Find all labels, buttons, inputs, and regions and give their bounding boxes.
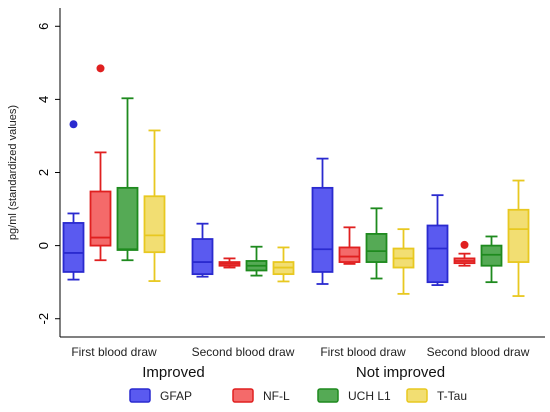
y-tick-label: 4 <box>36 96 51 103</box>
y-tick-label: -2 <box>36 313 51 325</box>
box-gfap <box>426 194 449 286</box>
axes: -2 0 2 4 6 pg/ml (standardized values) <box>7 8 545 338</box>
draw-label: First blood draw <box>320 345 406 359</box>
legend: GFAP NF-L UCH L1 T-Tau <box>129 388 467 403</box>
iqr-box <box>191 238 214 276</box>
box-nf-l <box>338 226 361 265</box>
box-gfap <box>62 120 85 281</box>
iqr-box <box>143 195 166 254</box>
iqr-box <box>89 190 112 247</box>
legend-swatch <box>129 388 151 403</box>
legend-swatch <box>232 388 254 403</box>
draw-label: Second blood draw <box>192 345 295 359</box>
iqr-box <box>507 208 530 263</box>
box-t-tau <box>143 129 166 282</box>
box-nf-l <box>218 257 241 269</box>
group-label: Improved <box>142 364 205 381</box>
box-uch-l1 <box>480 235 503 284</box>
legend-item: NF-L <box>232 388 290 403</box>
box-t-tau <box>507 179 530 297</box>
category-labels: First blood draw Second blood draw Improve… <box>71 345 529 381</box>
legend-swatch <box>317 388 339 403</box>
outlier-point <box>460 240 469 249</box>
draw-label: First blood draw <box>71 345 157 359</box>
legend-item: GFAP <box>129 388 192 403</box>
iqr-box <box>62 222 85 273</box>
legend-item: T-Tau <box>406 388 467 403</box>
outlier-point <box>96 64 105 73</box>
legend-label: UCH L1 <box>348 389 391 403</box>
box-gfap <box>191 222 214 278</box>
iqr-box <box>426 224 449 284</box>
box-uch-l1 <box>365 207 388 280</box>
box-marks <box>62 64 530 297</box>
box-uch-l1 <box>245 245 268 277</box>
legend-label: T-Tau <box>437 389 467 403</box>
box-nf-l <box>453 240 476 267</box>
box-t-tau <box>392 228 415 295</box>
box-uch-l1 <box>116 97 139 262</box>
box-nf-l <box>89 64 112 262</box>
box-t-tau <box>272 246 295 283</box>
legend-label: GFAP <box>160 389 192 403</box>
iqr-box <box>338 246 361 263</box>
legend-swatch <box>406 388 428 403</box>
y-tick-label: 0 <box>36 242 51 249</box>
y-tick-label: 2 <box>36 169 51 176</box>
group-label: Not improved <box>356 364 445 381</box>
iqr-box <box>311 186 334 273</box>
iqr-box <box>116 186 139 251</box>
draw-label: Second blood draw <box>427 345 530 359</box>
iqr-box <box>365 233 388 263</box>
legend-label: NF-L <box>263 389 290 403</box>
y-axis-label: pg/ml (standardized values) <box>7 105 19 240</box>
legend-item: UCH L1 <box>317 388 391 403</box>
outlier-point <box>69 120 78 129</box>
y-tick-label: 6 <box>36 23 51 30</box>
box-gfap <box>311 157 334 285</box>
iqr-box <box>480 244 503 267</box>
